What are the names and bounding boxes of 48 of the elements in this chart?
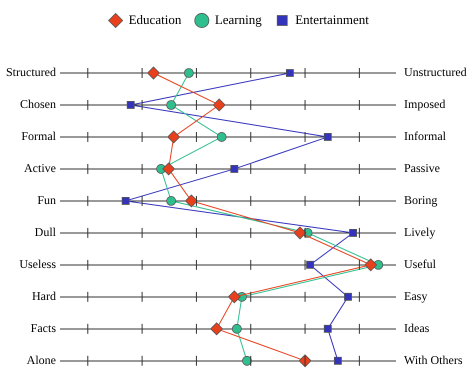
y-tick-label: Alone	[26, 352, 56, 367]
y-tick-label: Facts	[30, 320, 56, 335]
point	[306, 260, 314, 269]
y2-tick-label: Lively	[404, 225, 436, 240]
point	[162, 162, 176, 176]
point	[216, 132, 227, 142]
y-tick-label: Structured	[6, 65, 56, 80]
y-tick-label: Useless	[19, 257, 56, 272]
y-tick-label: Chosen	[20, 97, 56, 112]
point	[228, 290, 241, 304]
y2-tick-label: With Others	[404, 352, 463, 367]
y-tick-label: Fun	[37, 193, 56, 208]
point	[166, 100, 176, 110]
y-tick-label: Formal	[21, 129, 57, 144]
legend-label: Education	[128, 12, 182, 27]
y2-tick-label: Easy	[404, 289, 428, 303]
point	[126, 101, 135, 109]
y-tick-label: Dull	[34, 225, 57, 240]
y2-tick-label: Unstructured	[404, 65, 467, 80]
point	[122, 196, 130, 205]
point	[166, 196, 176, 206]
point	[349, 228, 357, 237]
y2-tick-label: Boring	[404, 193, 438, 208]
point	[210, 322, 224, 336]
y2-tick-label: Passive	[404, 161, 440, 176]
point	[147, 66, 160, 80]
y2-tick-label: Imposed	[404, 97, 446, 112]
point	[334, 356, 342, 365]
y2-tick-label: Ideas	[404, 320, 430, 335]
y-tick-label: Hard	[32, 289, 56, 303]
point	[324, 324, 332, 333]
legend-label: Entertainment	[295, 12, 370, 27]
point	[230, 165, 238, 173]
point	[232, 324, 242, 334]
y2-tick-label: Useful	[404, 257, 437, 272]
y2-tick-label: Informal	[404, 129, 447, 144]
y-tick-label: Active	[24, 161, 56, 176]
point	[242, 356, 252, 366]
point	[184, 194, 198, 208]
point	[364, 258, 378, 272]
point	[212, 98, 226, 112]
point	[324, 133, 332, 141]
point	[286, 69, 294, 77]
point	[294, 226, 306, 240]
point	[344, 292, 352, 301]
point	[184, 68, 194, 78]
legend-label: Learning	[214, 12, 262, 27]
point	[167, 130, 180, 144]
